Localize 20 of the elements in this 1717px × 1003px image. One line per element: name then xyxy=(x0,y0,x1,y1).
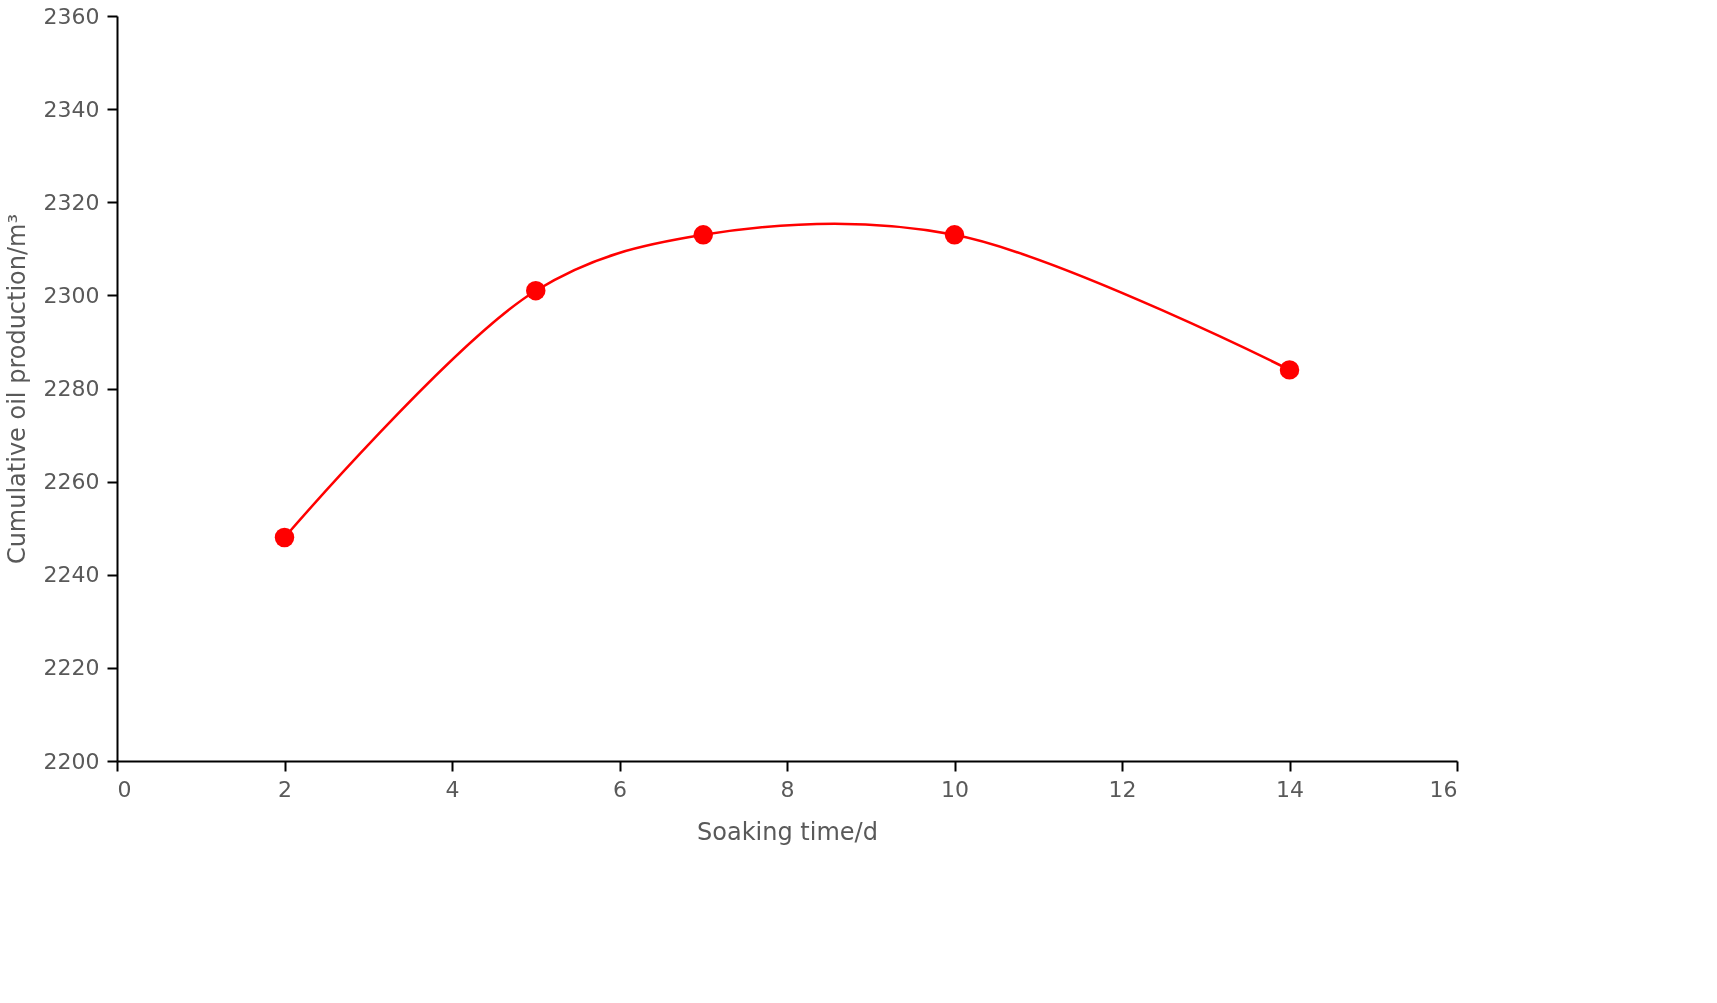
y-tick-label: 2260 xyxy=(43,469,100,495)
x-tick-label: 16 xyxy=(1429,776,1458,802)
y-tick-label: 2300 xyxy=(43,282,100,308)
y-tick-label: 2240 xyxy=(43,562,100,588)
x-axis-title: Soaking time/d xyxy=(697,817,878,846)
y-axis-title: Cumulative oil production/m³ xyxy=(2,213,31,565)
y-tick-label: 2220 xyxy=(43,655,100,681)
x-tick-label: 0 xyxy=(117,776,132,802)
x-tick-label: 14 xyxy=(1276,776,1304,802)
x-tick-label: 6 xyxy=(613,776,627,802)
x-tick-label: 4 xyxy=(445,776,460,802)
x-tick-label: 2 xyxy=(278,776,292,802)
x-tick-label: 10 xyxy=(941,776,969,802)
y-tick-label: 2320 xyxy=(43,189,100,215)
y-tick-label: 2200 xyxy=(43,748,100,774)
y-tick-label: 2280 xyxy=(43,376,100,401)
x-tick-label: 8 xyxy=(780,776,795,802)
y-tick-label: 2360 xyxy=(43,3,100,29)
y-tick-label: 2340 xyxy=(43,96,100,122)
x-tick-label: 12 xyxy=(1108,776,1137,802)
